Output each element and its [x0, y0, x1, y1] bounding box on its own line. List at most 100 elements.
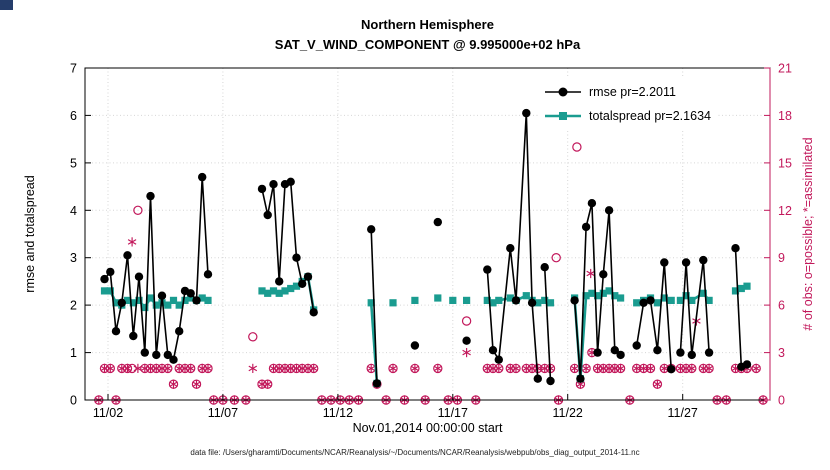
totalspread-marker: [129, 299, 137, 307]
totalspread-marker: [175, 301, 183, 309]
rmse-marker: [511, 296, 521, 305]
rmse-marker: [111, 327, 121, 336]
rmse-marker: [275, 277, 284, 286]
series-obs-possible: [94, 142, 768, 405]
rmse-marker: [372, 379, 382, 388]
totalspread-marker: [169, 296, 178, 304]
assimilated-obs-marker: [632, 365, 641, 372]
assimilated-obs-marker: [366, 365, 376, 372]
rmse-marker: [610, 346, 619, 355]
x-axis-label: Nov.01,2014 00:00:00 start: [352, 421, 503, 435]
rmse-marker: [410, 341, 420, 350]
left-axis-label: rmse and totalspread: [23, 175, 37, 293]
rmse-marker: [367, 225, 376, 234]
totalspread-marker: [367, 299, 375, 307]
left-tick-label: 4: [70, 204, 77, 218]
legend-label-rmse: rmse pr=2.2011: [589, 85, 676, 99]
assimilated-obs-marker: [133, 365, 143, 372]
totalspread-marker: [198, 294, 206, 302]
rmse-marker: [152, 350, 161, 360]
totalspread-marker: [152, 301, 160, 309]
totalspread-marker: [287, 284, 295, 293]
legend-entry-totalspread[interactable]: totalspread pr=2.1634: [544, 104, 711, 128]
rmse-marker: [192, 296, 201, 305]
totalspread-marker: [699, 289, 707, 297]
rmse-marker: [488, 346, 498, 355]
series-rmse: [100, 108, 752, 388]
rmse-marker: [462, 336, 471, 345]
right-tick-label: 9: [778, 251, 785, 265]
totalspread-marker: [264, 289, 272, 297]
rmse-marker: [667, 365, 676, 374]
assimilated-obs-marker: [169, 381, 178, 387]
assimilated-obs-marker: [751, 365, 761, 372]
totalspread-marker: [463, 296, 471, 304]
assimilated-obs-marker: [533, 365, 543, 372]
totalspread-marker: [434, 294, 442, 302]
rmse-line: [679, 260, 710, 355]
totalspread-marker: [411, 296, 419, 304]
assimilated-obs-marker: [704, 365, 714, 372]
rmse-marker: [186, 289, 195, 298]
totalspread-marker: [737, 284, 745, 293]
rmse-marker: [298, 279, 307, 288]
totalspread-marker: [682, 292, 690, 300]
rmse-marker: [203, 270, 213, 279]
assimilated-obs-marker: [581, 365, 591, 372]
totalspread-marker: [743, 282, 751, 290]
left-tick-label: 1: [70, 346, 77, 360]
totalspread-marker: [731, 287, 740, 295]
rmse-marker: [527, 298, 537, 307]
rmse-marker: [699, 255, 708, 265]
rmse-marker: [687, 350, 696, 360]
totalspread-marker: [534, 299, 542, 307]
assimilated-obs-marker: [106, 365, 115, 372]
totalspread-marker: [688, 296, 696, 304]
rmse-marker: [157, 291, 167, 300]
right-tick-label: 0: [778, 394, 785, 408]
totalspread-line-marker-icon: [545, 112, 581, 120]
assimilated-obs-marker: [576, 381, 585, 387]
rmse-marker: [681, 258, 691, 267]
rmse-marker: [581, 222, 591, 232]
totalspread-marker: [275, 289, 283, 297]
rmse-marker: [653, 346, 662, 355]
rmse-marker: [587, 199, 597, 208]
left-tick-label: 0: [70, 394, 77, 408]
assimilated-obs-marker: [263, 381, 272, 387]
rmse-line: [635, 262, 672, 370]
left-tick-label: 7: [70, 62, 77, 76]
rmse-line-marker-icon: [545, 87, 581, 97]
totalspread-marker: [506, 294, 514, 302]
legend-entry-rmse[interactable]: rmse pr=2.2011: [544, 80, 711, 104]
rmse-marker: [146, 191, 155, 201]
assimilated-obs-marker: [639, 365, 648, 372]
rmse-marker: [433, 217, 442, 227]
rmse-marker: [632, 341, 641, 350]
rmse-line: [370, 229, 378, 384]
x-tick-label: 11/22: [553, 406, 583, 420]
totalspread-marker: [187, 294, 195, 302]
totalspread-marker: [653, 299, 661, 307]
assimilated-obs-marker: [494, 365, 503, 372]
assimilated-obs-marker: [570, 365, 579, 372]
rmse-marker: [660, 258, 669, 267]
right-tick-label: 18: [778, 109, 792, 123]
totalspread-marker: [112, 299, 120, 307]
right-tick-label: 3: [778, 346, 785, 360]
totalspread-marker: [292, 282, 301, 290]
assimilated-obs-marker: [433, 365, 443, 372]
totalspread-marker: [605, 287, 613, 295]
assimilated-obs-marker: [653, 381, 662, 387]
totalspread-marker: [146, 294, 155, 302]
data-file-caption: data file: /Users/gharamti/Documents/NCA…: [190, 448, 640, 457]
totalspread-marker: [489, 299, 497, 307]
rmse-marker: [483, 265, 492, 274]
possible-obs-marker: [572, 142, 582, 152]
rmse-marker: [303, 272, 313, 281]
rmse-marker: [616, 350, 625, 360]
rmse-marker: [522, 108, 531, 118]
assimilated-obs-marker: [388, 365, 398, 372]
assimilated-obs-marker: [660, 365, 669, 372]
